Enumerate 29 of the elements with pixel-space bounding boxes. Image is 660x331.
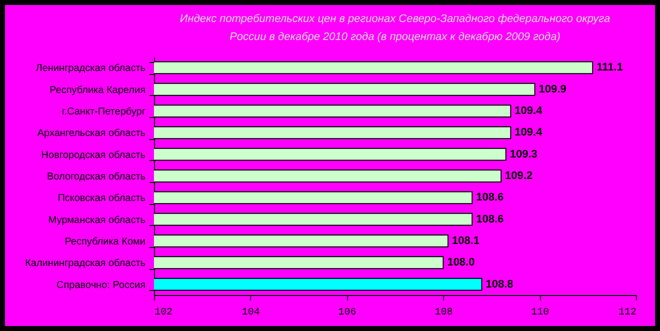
x-tick-label: 112 [618, 308, 636, 318]
y-tick-label: Калининградская область [25, 258, 146, 270]
data-label: 108.6 [476, 192, 504, 204]
y-tick-label: Новгородская область [41, 150, 146, 161]
data-label: 111.1 [596, 62, 623, 74]
data-label: 109.9 [538, 83, 566, 96]
data-label: 109.3 [510, 148, 538, 160]
x-tick-label: 102 [154, 308, 173, 318]
data-label: 108.8 [486, 278, 514, 290]
data-label: 109.4 [514, 105, 544, 118]
y-tick-label: Ленинградская область [36, 63, 146, 74]
chart-title: Индекс потребительских цен в регионах Северо-Западного федерального округа России в декабре 2010 года (в процентах к декабрю 2009 года) [180, 13, 610, 43]
y-tick-label: Справочно: Россия [56, 280, 146, 291]
y-tick-label: Вологодская область [46, 172, 146, 182]
y-tick-label: Мурманская область [48, 214, 146, 226]
y-tick-label: Архангельская область [37, 128, 146, 140]
y-tick-label: Республика Карелия [50, 84, 146, 96]
data-label: 109.2 [505, 170, 533, 182]
y-tick-label: Республика Коми [64, 236, 146, 248]
x-tick-label: 108 [434, 308, 453, 318]
x-tick-label: 104 [242, 308, 260, 318]
x-tick-label: 110 [531, 308, 550, 318]
x-tick-label: 106 [338, 308, 356, 318]
data-label: 108.6 [476, 213, 504, 226]
data-label: 108.0 [447, 256, 475, 269]
y-tick-label: Псковская область [58, 193, 146, 204]
data-label: 109.4 [514, 126, 544, 139]
y-tick-label: г.Санкт-Петербург [62, 106, 146, 118]
data-label: 108.1 [452, 234, 480, 247]
